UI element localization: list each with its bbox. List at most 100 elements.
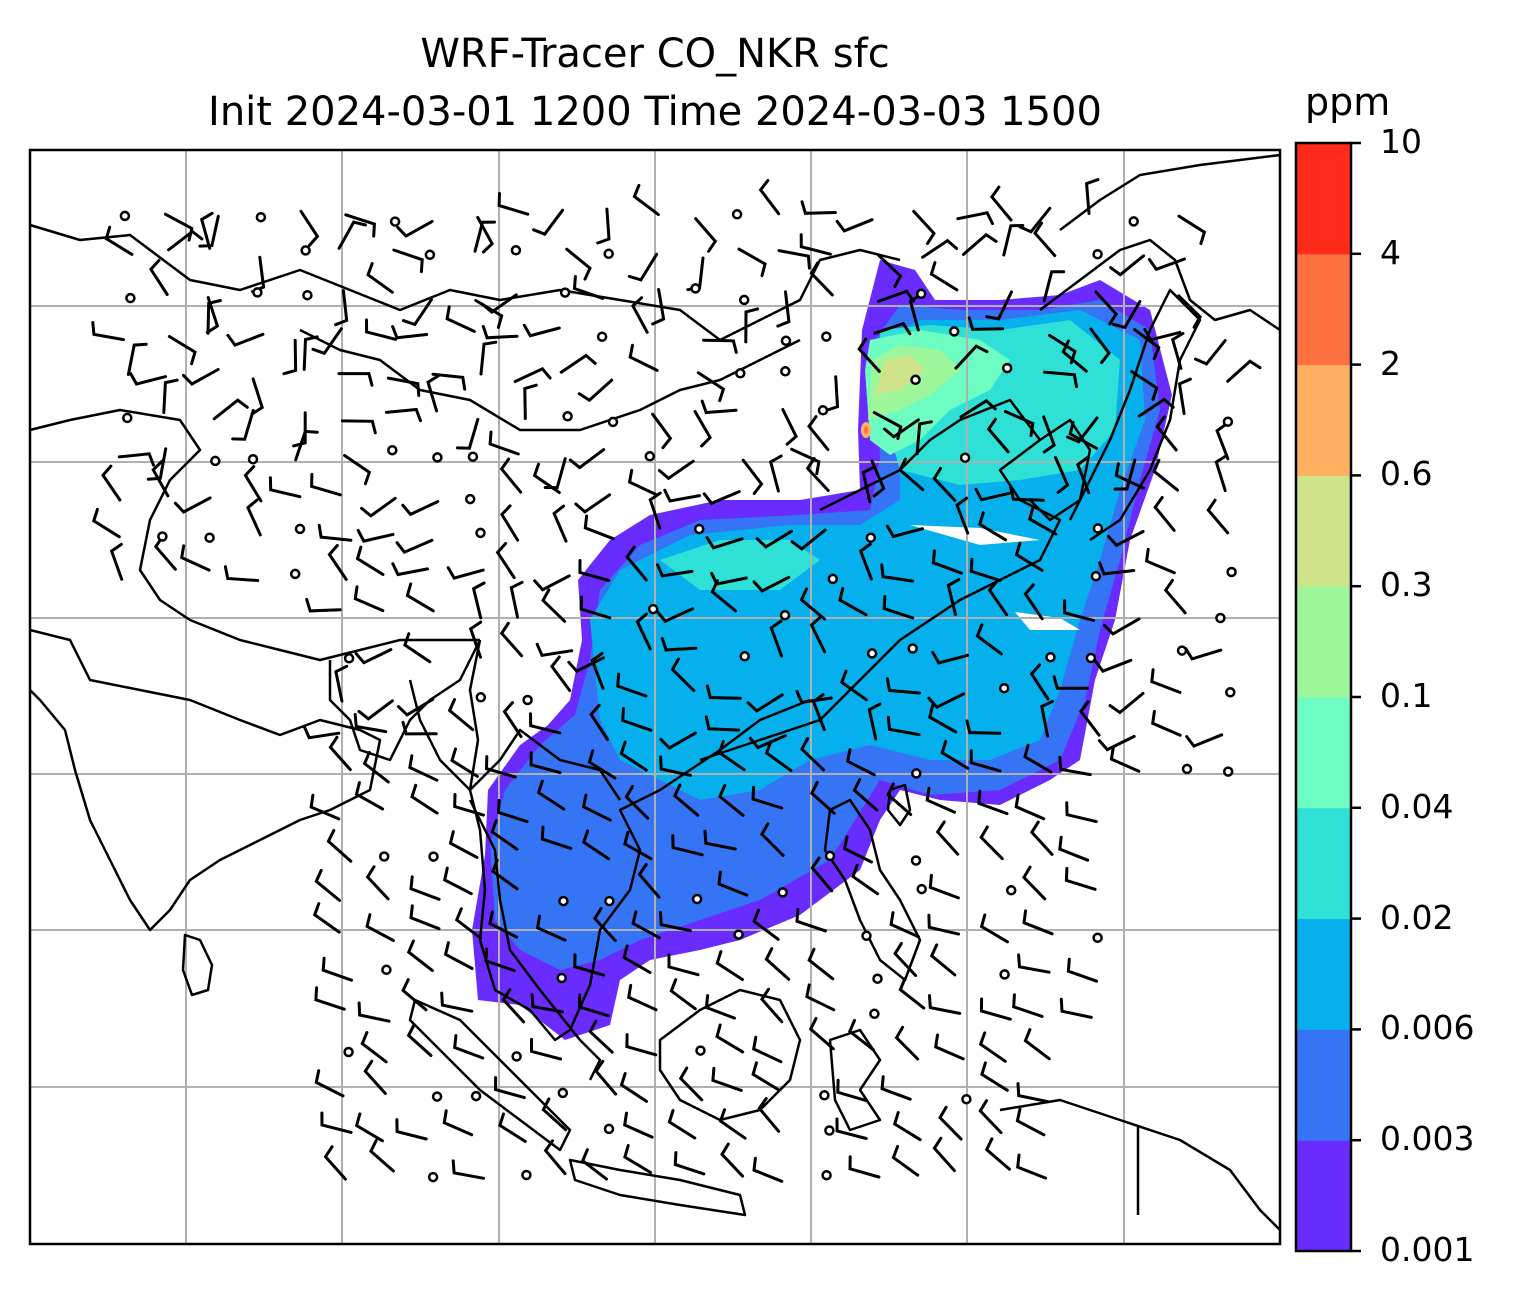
wind-barb <box>656 607 695 624</box>
wind-barb <box>1028 506 1058 536</box>
wind-barb <box>581 793 612 822</box>
wind-barb <box>573 953 606 977</box>
calm-wind-circle <box>780 366 791 377</box>
calm-wind-circle <box>294 523 306 535</box>
wind-barb <box>1152 458 1179 492</box>
calm-wind-circle <box>604 895 615 907</box>
wind-barb <box>748 734 787 750</box>
tracer-shade-2 <box>864 426 868 434</box>
wind-barb <box>409 904 441 931</box>
wind-barb <box>1144 547 1176 575</box>
wind-barb <box>484 755 517 779</box>
wind-barb <box>954 344 989 370</box>
coastlines-and-borders <box>29 153 1281 1231</box>
wind-barb <box>552 504 568 543</box>
wind-barb <box>442 1109 474 1137</box>
wind-barb <box>669 978 697 1011</box>
wind-barb <box>1064 866 1097 891</box>
wind-barb <box>499 457 523 494</box>
wind-barb <box>1015 1107 1046 1137</box>
wind-barb <box>484 947 516 973</box>
wind-barb <box>268 476 302 499</box>
wind-barb <box>1052 675 1089 690</box>
calm-wind-circle <box>510 245 522 256</box>
wind-barb <box>309 793 341 821</box>
wind-barb <box>1029 663 1050 701</box>
wind-barb <box>513 366 552 383</box>
wind-barb <box>632 183 660 217</box>
wind-barb <box>442 866 473 896</box>
tracer-shade-002b <box>660 540 820 590</box>
wind-barb <box>946 578 961 616</box>
wind-barb <box>1054 456 1070 494</box>
wind-barb <box>883 418 920 439</box>
wind-barb <box>596 207 611 245</box>
calm-wind-circle <box>827 573 839 585</box>
colorbar-tick-label: 0.02 <box>1380 897 1454 937</box>
wind-barb <box>496 799 529 824</box>
coastline-sulawesi <box>828 1028 882 1132</box>
wind-barb <box>790 528 827 551</box>
wind-barb <box>932 1136 956 1173</box>
wind-barb <box>453 1034 485 1060</box>
calm-wind-circle <box>824 1125 835 1136</box>
wind-barb <box>445 305 476 333</box>
tracer-shade-03 <box>875 355 925 395</box>
wind-barb <box>311 327 343 356</box>
wind-barb <box>799 737 825 772</box>
wind-barb <box>360 1031 388 1064</box>
wind-barb <box>807 415 830 452</box>
calm-wind-circle <box>738 294 750 306</box>
wind-barb <box>781 408 798 446</box>
border-mongolia <box>299 328 801 432</box>
calm-wind-circle <box>861 930 872 942</box>
calm-wind-circle <box>731 209 743 220</box>
wind-barb <box>935 820 960 856</box>
wind-barb <box>353 713 388 734</box>
wind-barb <box>777 249 811 270</box>
wind-barb <box>969 749 1002 773</box>
colorbar-segment <box>1296 475 1351 587</box>
calm-wind-circle <box>428 851 439 862</box>
wind-barb <box>1155 415 1178 452</box>
wind-barb <box>870 459 886 498</box>
calm-wind-circle <box>915 288 927 300</box>
calm-wind-circle <box>431 1091 443 1102</box>
wind-barb <box>451 1159 486 1180</box>
wind-barb <box>882 595 915 620</box>
calm-wind-circle <box>470 1090 482 1102</box>
wind-barb <box>858 542 873 581</box>
wind-barb <box>931 549 963 575</box>
wind-barb <box>500 504 520 542</box>
wind-barb <box>406 939 434 973</box>
colorbar-tick-label: 0.001 <box>1380 1230 1475 1269</box>
wind-barb <box>1170 331 1185 370</box>
wind-barb <box>979 913 1009 944</box>
wind-barb <box>715 950 744 981</box>
colorbar-tick-label: 0.003 <box>1380 1119 1475 1159</box>
calm-wind-circle <box>948 326 960 337</box>
wind-barb <box>579 595 612 620</box>
wind-barb <box>1018 206 1052 234</box>
wind-barbs <box>91 178 1262 1183</box>
wind-barb <box>344 213 376 238</box>
wind-barb <box>334 664 349 703</box>
wind-barb <box>1085 178 1100 215</box>
calm-wind-circle <box>866 648 878 659</box>
calm-wind-circle <box>558 895 569 907</box>
wind-barb <box>1147 257 1186 272</box>
wind-barb <box>752 1156 784 1183</box>
colorbar-segment <box>1296 918 1351 1030</box>
wind-barb <box>835 218 874 233</box>
wind-barb <box>623 830 653 861</box>
calm-wind-circle <box>907 643 918 654</box>
wind-barb <box>807 947 835 981</box>
wind-barb <box>651 412 673 450</box>
wind-barb <box>1079 700 1101 737</box>
wind-barb <box>522 323 561 338</box>
wind-barb <box>892 1111 922 1142</box>
wind-barb <box>962 232 998 256</box>
wind-barb <box>529 712 562 735</box>
wind-barb <box>696 371 726 403</box>
wind-barb <box>337 372 374 387</box>
